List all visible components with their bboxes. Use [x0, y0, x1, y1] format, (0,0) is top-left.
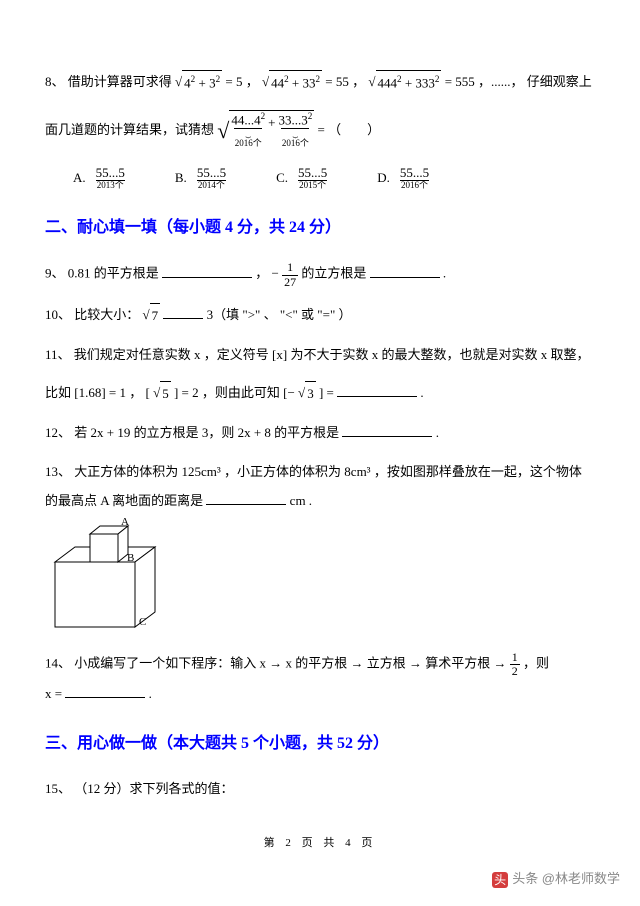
question-9: 9、 0.81 的平方根是 ， − 127 的立方根是 .: [45, 261, 595, 288]
label-B: B: [127, 552, 134, 564]
question-14-l1: 14、 小成编写了一个如下程序：输入 x → x 的平方根 → 立方根 → 算术…: [45, 651, 595, 678]
blank-9a[interactable]: [162, 265, 252, 278]
option-A[interactable]: A. 55...52013个: [73, 166, 125, 191]
q8-options: A. 55...52013个 B. 55...52014个 C. 55...52…: [73, 166, 595, 191]
frac-1-2: 12: [510, 651, 520, 678]
sqrt-expr-2: √442 + 332: [262, 70, 322, 96]
option-B[interactable]: B. 55...52014个: [175, 166, 226, 191]
watermark: 头头条 @林老师数学: [492, 867, 620, 892]
question-11-l1: 11、 我们规定对任意实数 x ，定义符号 [x] 为不大于实数 x 的最大整数…: [45, 343, 595, 368]
question-10: 10、 比较大小： √7 3（填 ">" 、 "<" 或 "=" ）: [45, 303, 595, 329]
question-8-line2: 面几道题的计算结果，试猜想 √ 44...42 ⏟ 2016个 + 33...3…: [45, 110, 595, 152]
label-A: A: [121, 517, 129, 528]
sqrt-expr-1: √42 + 32: [175, 70, 222, 96]
q8-l2a: 面几道题的计算结果，试猜想: [45, 122, 214, 137]
question-14-l2: x = .: [45, 682, 595, 707]
section-2-heading: 二、耐心填一填（每小题 4 分，共 24 分）: [45, 213, 595, 243]
blank-12[interactable]: [342, 424, 432, 437]
option-D[interactable]: D. 55...52016个: [377, 166, 429, 191]
sqrt-5: √5: [153, 381, 171, 407]
big-a: 44...42 ⏟ 2016个: [231, 111, 265, 148]
blank-9b[interactable]: [370, 265, 440, 278]
blank-13[interactable]: [206, 492, 286, 505]
sqrt-big: √ 44...42 ⏟ 2016个 + 33...32 ⏟ 2016个: [217, 110, 314, 152]
sqrt-3: √3: [298, 381, 316, 407]
question-11-l2: 比如 [1.68] = 1 ， [ √5 ] = 2 ，则由此可知 [− √3 …: [45, 381, 595, 407]
question-15: 15、 （12 分）求下列各式的值：: [45, 777, 595, 802]
q8-tail1: 仔细观察上: [527, 74, 592, 89]
question-12: 12、 若 2x + 19 的立方根是 3，则 2x + 8 的平方根是 .: [45, 421, 595, 446]
sqrt-expr-3: √4442 + 3332: [368, 70, 441, 96]
blank-14[interactable]: [65, 685, 145, 698]
frac-1-27: 127: [282, 261, 298, 288]
page-footer: 第 2 页 共 4 页: [0, 833, 640, 854]
q8-r2: = 55 ，: [325, 74, 365, 89]
question-13-l1: 13、 大正方体的体积为 125cm³ ，小正方体的体积为 8cm³ ，按如图那…: [45, 460, 595, 485]
big-b: 33...32 ⏟ 2016个: [278, 111, 312, 148]
q8-r1: = 5 ，: [225, 74, 258, 89]
question-8: 8、 借助计算器可求得 √42 + 32 = 5 ， √442 + 332 = …: [45, 70, 595, 96]
watermark-icon: 头: [492, 872, 508, 888]
q8-num: 8、: [45, 74, 65, 89]
blank-10[interactable]: [163, 306, 203, 319]
label-C: C: [139, 616, 146, 628]
cube-figure: A B C: [45, 517, 595, 641]
blank-11[interactable]: [337, 384, 417, 397]
option-C[interactable]: C. 55...52015个: [276, 166, 327, 191]
section-3-heading: 三、用心做一做（本大题共 5 个小题，共 52 分）: [45, 729, 595, 759]
question-13-l2: 的最高点 A 离地面的距离是 cm .: [45, 489, 595, 514]
q8-r3: = 555 ，......，: [445, 74, 524, 89]
q8-tail2: = （ ）: [318, 122, 381, 137]
sqrt-7: √7: [143, 303, 161, 329]
q8-t1: 借助计算器可求得: [68, 74, 172, 89]
